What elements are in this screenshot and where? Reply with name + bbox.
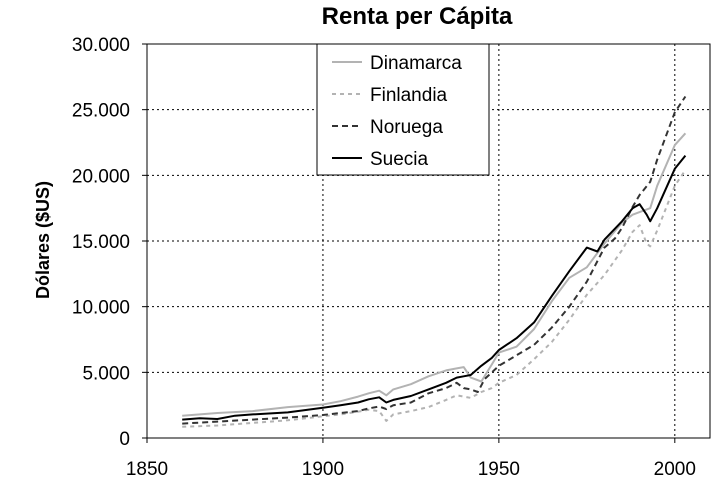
series-line-finlandia — [182, 169, 687, 428]
y-tick-label: 10.000 — [72, 298, 130, 319]
series-line-suecia — [182, 154, 687, 421]
y-tick-label: 15.000 — [72, 232, 130, 253]
y-tick-label: 20.000 — [72, 166, 130, 187]
series-line-dinamarca — [182, 132, 687, 417]
y-tick-label: 30.000 — [72, 35, 130, 56]
y-tick-label: 5.000 — [82, 363, 130, 384]
y-axis: 0 5.000 10.000 15.000 20.000 25.000 30.000 — [72, 35, 147, 450]
legend-label-noruega: Noruega — [370, 117, 443, 138]
x-tick-label: 1900 — [302, 459, 344, 480]
y-axis-label: Dólares ($US) — [33, 181, 53, 299]
x-tick-label: 2000 — [654, 459, 696, 480]
legend-box — [316, 43, 490, 176]
chart-title: Renta per Cápita — [322, 3, 513, 30]
legend: Dinamarca Finlandia Noruega Suecia — [316, 43, 490, 176]
legend-label-finlandia: Finlandia — [370, 85, 448, 106]
legend-label-dinamarca: Dinamarca — [370, 53, 462, 74]
x-axis: 1850 1900 1950 2000 — [126, 438, 696, 480]
y-tick-label: 25.000 — [72, 101, 130, 122]
y-tick-label: 0 — [119, 429, 130, 450]
x-tick-label: 1850 — [126, 459, 168, 480]
series-line-noruega — [182, 95, 687, 425]
series-layer — [182, 95, 687, 428]
legend-label-suecia: Suecia — [370, 149, 429, 170]
x-tick-label: 1950 — [478, 459, 520, 480]
